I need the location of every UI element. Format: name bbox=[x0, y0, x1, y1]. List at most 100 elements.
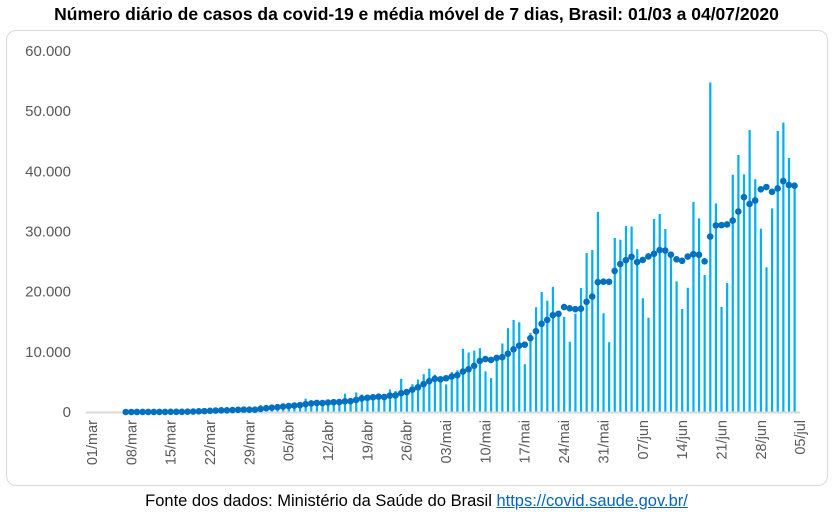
moving-average-point bbox=[380, 393, 388, 401]
x-tick-label: 05/abr bbox=[282, 420, 298, 461]
moving-average-point bbox=[600, 278, 607, 285]
moving-average-point bbox=[347, 397, 354, 405]
daily-cases-bar bbox=[534, 307, 538, 412]
source-link[interactable]: https://covid.saude.gov.br/ bbox=[496, 492, 688, 510]
moving-average-point bbox=[712, 222, 720, 229]
moving-average-point bbox=[566, 304, 573, 312]
moving-average-point bbox=[364, 394, 371, 402]
moving-average-point bbox=[234, 406, 242, 414]
x-tick-label: 08/mar bbox=[124, 420, 140, 465]
daily-cases-bar bbox=[495, 356, 498, 412]
daily-cases-bar bbox=[327, 403, 330, 412]
moving-average-point bbox=[223, 406, 231, 414]
moving-average-point bbox=[173, 408, 180, 416]
moving-average-point bbox=[291, 402, 298, 409]
daily-cases-bar bbox=[709, 82, 712, 412]
moving-average-point bbox=[352, 396, 360, 404]
daily-cases-bar bbox=[714, 203, 718, 412]
daily-cases-bar bbox=[765, 267, 768, 412]
moving-average-point bbox=[133, 408, 141, 416]
source-label: Fonte dos dados: Ministério da Saúde do … bbox=[145, 492, 492, 510]
daily-cases-bar bbox=[473, 350, 476, 412]
moving-average-point bbox=[572, 305, 579, 313]
daily-cases-bar bbox=[641, 298, 644, 412]
daily-cases-bar bbox=[540, 291, 543, 412]
moving-average-point bbox=[409, 386, 416, 394]
moving-average-point bbox=[791, 182, 798, 189]
daily-cases-bar bbox=[596, 211, 599, 412]
source-footer: Fonte dos dados: Ministério da Saúde do … bbox=[0, 492, 833, 511]
x-tick-label: 24/mai bbox=[557, 420, 573, 464]
moving-average-point bbox=[510, 346, 517, 353]
moving-average-point bbox=[746, 200, 753, 208]
daily-cases-bar bbox=[771, 208, 774, 412]
moving-average-point bbox=[661, 247, 669, 254]
moving-average-point bbox=[285, 402, 293, 410]
moving-average-point bbox=[448, 373, 455, 380]
moving-average-point bbox=[757, 185, 765, 193]
x-tick-label: 17/mai bbox=[518, 420, 534, 464]
moving-average-point bbox=[414, 383, 422, 391]
daily-cases-bar bbox=[675, 281, 678, 412]
moving-average-point bbox=[324, 399, 332, 406]
moving-average-point bbox=[195, 408, 203, 415]
daily-cases-bar bbox=[787, 157, 791, 412]
moving-average-point bbox=[633, 258, 641, 266]
moving-average-point bbox=[706, 233, 714, 240]
moving-average-point bbox=[369, 393, 377, 401]
moving-average-point bbox=[616, 260, 624, 268]
daily-cases-bar bbox=[433, 374, 437, 412]
moving-average-point bbox=[184, 408, 191, 415]
daily-cases-bar bbox=[568, 341, 571, 412]
x-tick-label: 28/jun bbox=[754, 420, 770, 460]
moving-average-point bbox=[128, 408, 135, 416]
moving-average-point bbox=[774, 185, 781, 192]
moving-average-point bbox=[341, 398, 349, 405]
moving-average-point bbox=[307, 400, 315, 407]
y-tick-label: 0 bbox=[63, 404, 71, 421]
moving-average-point bbox=[583, 298, 590, 306]
moving-average-point bbox=[538, 320, 545, 328]
moving-average-point bbox=[431, 375, 439, 383]
moving-average-point bbox=[588, 293, 596, 300]
moving-average-point bbox=[577, 305, 585, 312]
daily-cases-bar bbox=[613, 237, 616, 412]
daily-cases-bar bbox=[748, 130, 751, 412]
moving-average-point bbox=[201, 407, 208, 415]
moving-average-point bbox=[673, 255, 680, 263]
daily-cases-bar bbox=[501, 343, 504, 412]
daily-cases-bar bbox=[697, 218, 701, 412]
moving-average-point bbox=[251, 406, 259, 413]
moving-average-point bbox=[246, 406, 253, 413]
moving-average-point bbox=[493, 354, 500, 362]
daily-cases-bar bbox=[315, 401, 318, 412]
moving-average-point bbox=[212, 407, 219, 414]
daily-cases-bar bbox=[411, 384, 414, 412]
moving-average-point bbox=[240, 406, 248, 413]
daily-cases-bar bbox=[478, 348, 481, 412]
daily-cases-bar bbox=[287, 406, 290, 412]
moving-average-point bbox=[420, 380, 427, 388]
chart-title: Número diário de casos da covid-19 e méd… bbox=[54, 4, 779, 24]
daily-cases-bar bbox=[338, 400, 341, 412]
moving-average-point bbox=[723, 221, 731, 228]
moving-average-point bbox=[459, 368, 467, 375]
x-tick-label: 12/abr bbox=[321, 420, 337, 461]
daily-cases-bar bbox=[591, 249, 594, 412]
y-tick-label: 40.000 bbox=[25, 163, 71, 180]
daily-cases-bar bbox=[664, 229, 667, 412]
moving-average-point bbox=[217, 407, 225, 414]
moving-average-point bbox=[718, 221, 725, 229]
moving-average-point bbox=[189, 408, 197, 415]
moving-average-point bbox=[498, 353, 506, 361]
daily-cases-bar bbox=[669, 255, 673, 412]
x-tick-label: 31/mai bbox=[596, 420, 612, 464]
daily-cases-bar bbox=[490, 378, 493, 412]
daily-cases-bar bbox=[754, 179, 757, 412]
moving-average-point bbox=[279, 403, 287, 410]
moving-average-point bbox=[335, 398, 343, 406]
x-tick-label: 01/mar bbox=[85, 420, 101, 465]
x-tick-label: 22/mar bbox=[203, 420, 219, 465]
daily-cases-bar bbox=[506, 328, 510, 412]
y-tick-label: 20.000 bbox=[25, 284, 71, 301]
